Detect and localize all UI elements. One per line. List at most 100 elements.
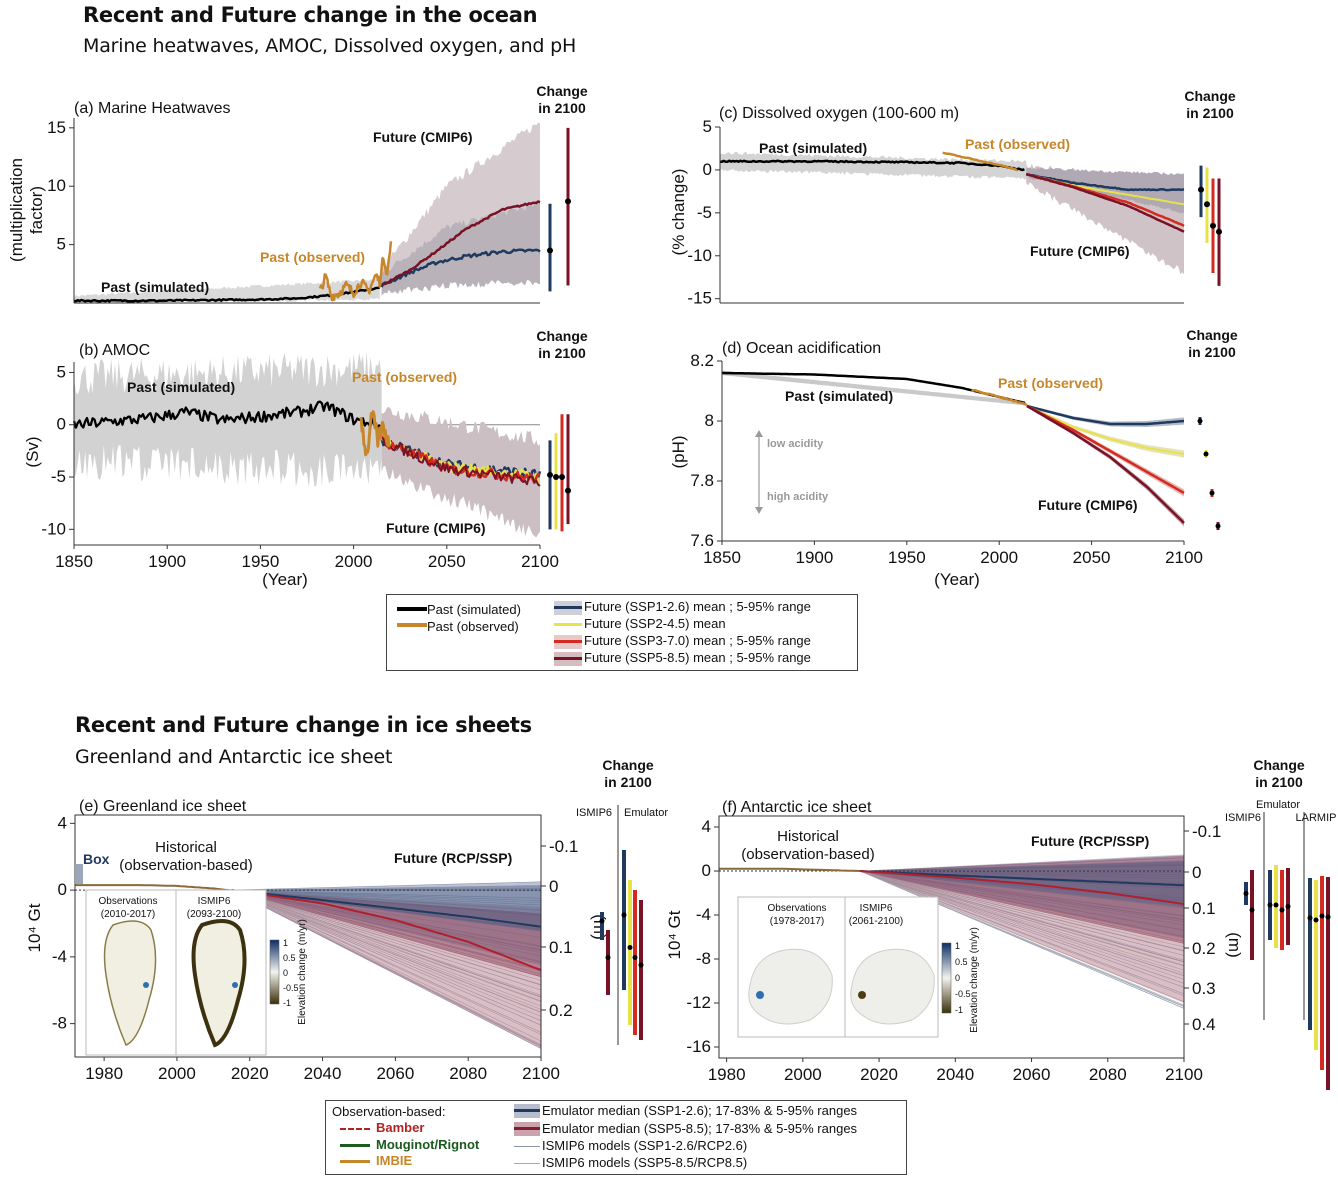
panel-f-ytick-right-label: 0.3 bbox=[1192, 979, 1216, 998]
legend-swatch-ismip6-ssp585 bbox=[514, 1163, 540, 1164]
panel-c-line-past-observed bbox=[942, 151, 1018, 172]
panel-b-ytick-label: 5 bbox=[57, 362, 66, 381]
panel-f-ismip6-line bbox=[859, 870, 1185, 951]
panel-e-colorbar-tick: -1 bbox=[283, 998, 291, 1008]
panel-e-xtick-label: 2060 bbox=[376, 1064, 414, 1083]
panel-e-ytick-right-label: 0.2 bbox=[549, 1001, 573, 1020]
legend-label-mouginot: Mouginot/Rignot bbox=[376, 1137, 480, 1152]
panel-f-xtick-label: 2000 bbox=[784, 1065, 822, 1084]
panel-b-xtick-label: 1900 bbox=[148, 552, 186, 571]
panel-e-ismip6-line bbox=[231, 889, 542, 953]
panel-e-change-median bbox=[627, 945, 633, 950]
panel-f-change-median bbox=[1313, 917, 1319, 923]
panel-f-colorbar bbox=[941, 942, 952, 1014]
panel-c-change-bar-median bbox=[1198, 186, 1204, 193]
panel-a-annot-past-observed: Past (observed) bbox=[260, 249, 365, 265]
panel-d-change-point bbox=[1197, 418, 1203, 424]
panel-f-change-label-2: in 2100 bbox=[1255, 774, 1303, 790]
panel-d-xlabel: (Year) bbox=[934, 570, 980, 589]
panel-f-ismip6-line bbox=[859, 870, 1185, 1009]
ocean-legend: Past (simulated) Past (observed) Future … bbox=[386, 594, 858, 671]
panel-e-colorbar bbox=[269, 939, 280, 1005]
panel-e-ytick-label: -8 bbox=[52, 1014, 67, 1033]
panel-f-map-ismip6 bbox=[850, 948, 935, 1025]
panel-b-change-bar-median bbox=[547, 471, 553, 478]
legend-label-imbie: IMBIE bbox=[376, 1153, 413, 1168]
panel-e-ismip6-line bbox=[231, 889, 542, 906]
panel-e-map-ismip6 bbox=[191, 919, 247, 1048]
panel-f-ytick-label: 0 bbox=[702, 861, 711, 880]
panel-b-ytick-label: -5 bbox=[51, 467, 66, 486]
panel-a-line-ssp585 bbox=[381, 200, 541, 286]
legend-obs-header: Observation-based: bbox=[332, 1104, 446, 1119]
panel-e-xtick-label: 2080 bbox=[449, 1064, 487, 1083]
panel-f-inset-label-obs-1: Observations bbox=[768, 903, 827, 914]
panel-c-line-ssp126 bbox=[1025, 172, 1185, 192]
panel-f-ytick-label: -4 bbox=[696, 905, 711, 924]
panel-c-ytick-label: -15 bbox=[687, 289, 712, 308]
panel-f-xtick-label: 2040 bbox=[936, 1065, 974, 1084]
panel-f-ismip6-line bbox=[859, 870, 1185, 878]
legend-swatch-ismip6-ssp126 bbox=[514, 1146, 540, 1147]
panel-f-bar-group-ismip6: ISMIP6 bbox=[1225, 812, 1261, 824]
panel-e-ismip6-line bbox=[231, 889, 542, 1007]
panel-a-ytick-label: 5 bbox=[57, 235, 66, 254]
panel-e-change-label-1: Change bbox=[602, 757, 654, 773]
panel-f-ismip6-line bbox=[859, 870, 1185, 1006]
panel-e-change-median bbox=[621, 912, 627, 918]
panel-e-inset-label-ismip-2: (2093-2100) bbox=[187, 909, 241, 920]
panel-e-range-ssp126 bbox=[231, 881, 541, 966]
panel-f-ismip6-line bbox=[859, 870, 1185, 880]
panel-f-emulator-ssp126 bbox=[859, 870, 1185, 887]
panel-e-map-observations bbox=[103, 920, 157, 1046]
panel-f-ytick-label: -12 bbox=[686, 993, 711, 1012]
panel-f-ytick-right-label: 0 bbox=[1192, 863, 1201, 882]
legend-label-ssp245: Future (SSP2-4.5) mean bbox=[584, 616, 726, 631]
panel-e-change-median bbox=[599, 918, 605, 924]
panel-d-change-point bbox=[1215, 523, 1221, 529]
panel-f-ismip6-line bbox=[859, 857, 1185, 872]
panel-d-line-past-observed bbox=[971, 388, 1028, 407]
panel-e-annot-box: Box bbox=[83, 851, 110, 867]
panel-b-xlabel: (Year) bbox=[262, 570, 308, 589]
legend-label-emulator-ssp585: Emulator median (SSP5-8.5); 17-83% & 5-9… bbox=[542, 1121, 858, 1136]
panel-a-annot-future: Future (CMIP6) bbox=[373, 129, 473, 145]
legend-swatch-bamber bbox=[340, 1128, 370, 1130]
panel-f-inset-label-obs-2: (1978-2017) bbox=[770, 916, 824, 927]
panel-c-line-past-simulated bbox=[720, 159, 1025, 172]
panel-f-bar-group-larmip: LARMIP bbox=[1296, 812, 1337, 824]
panel-b-annot-past-observed: Past (observed) bbox=[352, 369, 457, 385]
panel-f-ismip6-line bbox=[859, 870, 1185, 995]
panel-f-ismip6-line bbox=[859, 870, 1185, 980]
panel-f-ytick-right-label: 0.4 bbox=[1192, 1015, 1216, 1034]
panel-e-ismip6-line bbox=[231, 889, 542, 1049]
panel-e-bar-group-ismip6: ISMIP6 bbox=[576, 807, 612, 819]
panel-f-map-observations bbox=[748, 948, 833, 1025]
panel-f-change-median bbox=[1249, 907, 1255, 913]
panel-e-colorbar-tick: 0.5 bbox=[283, 953, 296, 963]
panel-f-xtick-label: 1980 bbox=[708, 1065, 746, 1084]
panel-b-change-bar-median bbox=[553, 474, 559, 481]
panel-f-change-median bbox=[1325, 914, 1331, 920]
panel-f-colorbar-tick: 0.5 bbox=[955, 957, 968, 967]
panel-f-ismip6-line bbox=[859, 870, 1185, 920]
legend-label-ssp126: Future (SSP1-2.6) mean ; 5-95% range bbox=[584, 599, 811, 614]
panel-e-ismip6-line bbox=[231, 889, 542, 911]
panel-e-ytick-right-label: 0.1 bbox=[549, 938, 573, 957]
panel-a-ytick-label: 10 bbox=[47, 176, 66, 195]
panel-d-ytick-label: 7.8 bbox=[690, 471, 714, 490]
panel-e-annot-historical-2: (observation-based) bbox=[119, 857, 252, 874]
panel-d-past-range bbox=[722, 370, 1026, 406]
ice-section-subtitle: Greenland and Antarctic ice sheet bbox=[75, 746, 393, 768]
panel-f-ismip6-line bbox=[859, 870, 1185, 961]
panel-e-ylabel: 10⁴ Gt bbox=[25, 903, 44, 952]
panel-d-ylabel: (pH) bbox=[669, 435, 688, 468]
panel-f-ylabel: 10⁴ Gt bbox=[665, 910, 684, 959]
panel-f-ismip6-line bbox=[859, 870, 1185, 944]
panel-b-xtick-label: 1850 bbox=[55, 552, 93, 571]
legend-swatch-ssp370 bbox=[554, 640, 582, 643]
panel-f-colorbar-tick: 0 bbox=[955, 973, 960, 983]
panel-a-change-bar-median bbox=[547, 247, 553, 254]
panel-e-colorbar-tick: -0.5 bbox=[283, 983, 299, 993]
panel-d-xtick-label: 2000 bbox=[980, 548, 1018, 567]
